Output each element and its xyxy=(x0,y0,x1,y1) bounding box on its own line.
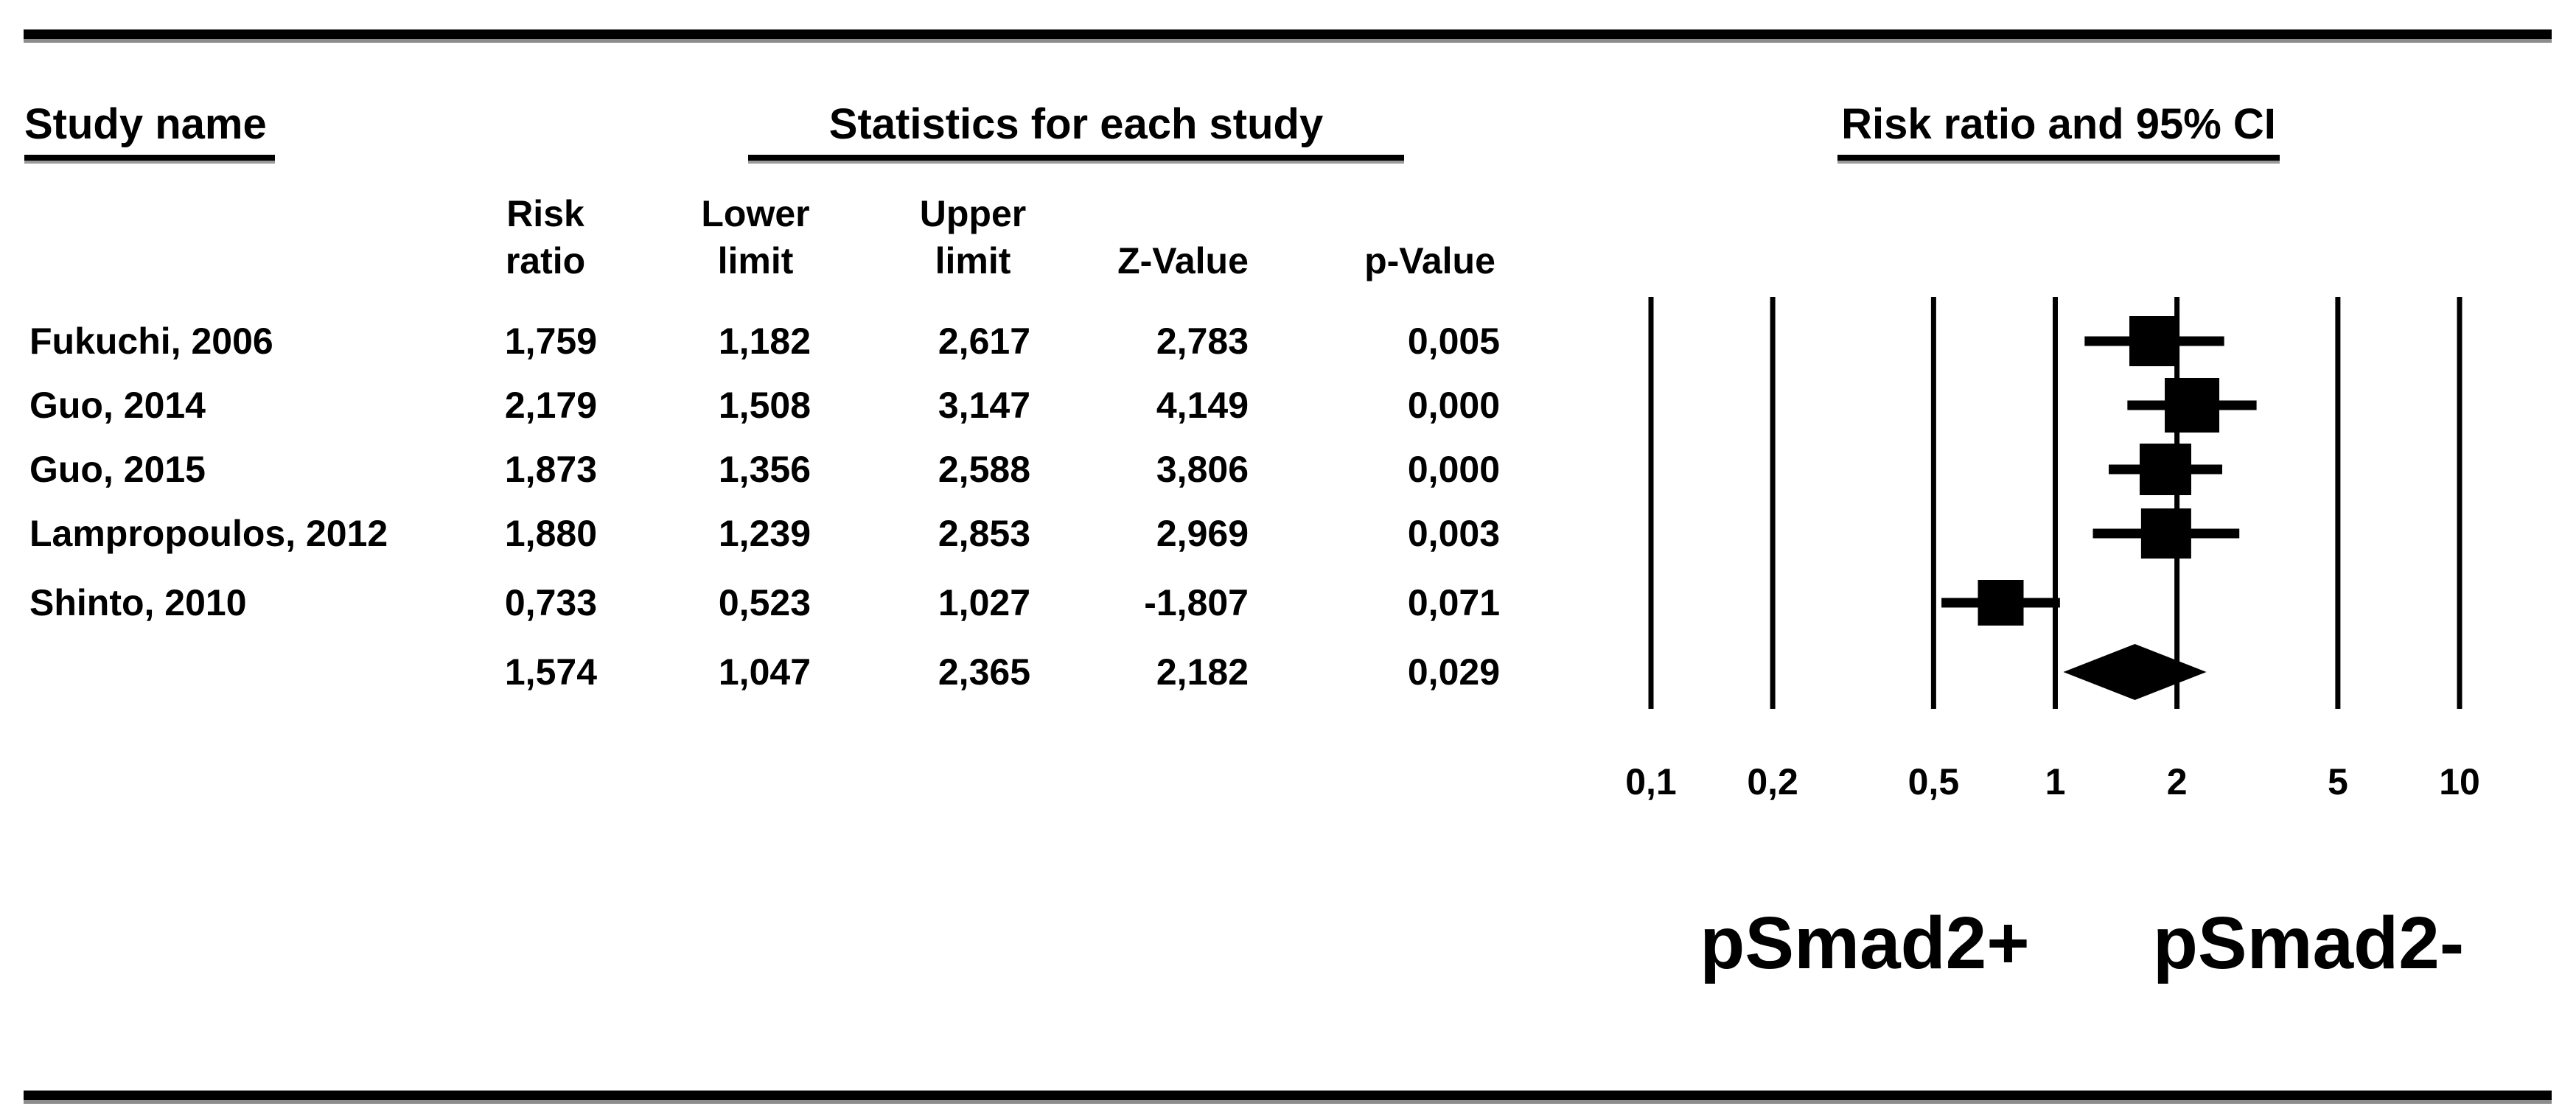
lower-limit-cell: 1,508 xyxy=(718,385,811,426)
lower-limit-cell: 1,182 xyxy=(718,321,811,362)
group-label-psmad2-positive: pSmad2+ xyxy=(1700,902,2030,984)
z-value-cell: 2,182 xyxy=(1156,651,1249,693)
effect-square xyxy=(2139,444,2191,495)
axis-tick-label: 5 xyxy=(2328,761,2348,802)
study-name-cell: Guo, 2014 xyxy=(29,385,206,426)
column-header-line: Lower xyxy=(701,193,810,234)
column-header-z-value: Z-Value xyxy=(1058,190,1308,284)
column-header-risk-ratio: Risk ratio xyxy=(420,190,671,284)
risk-ratio-cell: 2,179 xyxy=(504,385,597,426)
p-value-cell: 0,005 xyxy=(1407,321,1500,362)
column-header-line: limit xyxy=(717,240,794,281)
column-header-line: Upper xyxy=(919,193,1027,234)
upper-limit-cell: 2,853 xyxy=(938,513,1030,554)
z-value-cell: 2,969 xyxy=(1156,513,1249,554)
risk-ratio-cell: 1,759 xyxy=(504,321,597,362)
upper-limit-cell: 2,365 xyxy=(938,651,1030,693)
risk-ratio-cell: 1,873 xyxy=(504,449,597,490)
p-value-cell: 0,071 xyxy=(1407,582,1500,623)
lower-limit-cell: 1,239 xyxy=(718,513,811,554)
column-header-line: Risk xyxy=(506,193,584,234)
p-value-cell: 0,000 xyxy=(1407,385,1500,426)
lower-limit-cell: 1,356 xyxy=(718,449,811,490)
lower-limit-cell: 0,523 xyxy=(718,582,811,623)
column-header-line: limit xyxy=(935,240,1011,281)
study-name-header: Study name xyxy=(24,102,275,161)
axis-tick-label: 0,5 xyxy=(1908,761,1960,802)
column-header-p-value: p-Value xyxy=(1305,190,1555,284)
risk-ratio-cell: 1,574 xyxy=(504,651,597,693)
z-value-cell: 3,806 xyxy=(1156,449,1249,490)
bottom-rule xyxy=(24,1091,2552,1100)
effect-square xyxy=(2165,378,2220,433)
study-name-cell: Shinto, 2010 xyxy=(29,582,247,623)
effect-square xyxy=(1978,580,2024,626)
column-header-line: Z-Value xyxy=(1117,240,1249,281)
column-header-upper-limit: Upper limit xyxy=(848,190,1098,284)
study-name-cell: Fukuchi, 2006 xyxy=(29,321,273,362)
z-value-cell: 4,149 xyxy=(1156,385,1249,426)
lower-limit-cell: 1,047 xyxy=(718,651,811,693)
upper-limit-cell: 1,027 xyxy=(938,582,1030,623)
z-value-cell: 2,783 xyxy=(1156,321,1249,362)
upper-limit-cell: 3,147 xyxy=(938,385,1030,426)
z-value-cell: -1,807 xyxy=(1144,582,1249,623)
axis-tick-label: 2 xyxy=(2167,761,2188,802)
effect-square xyxy=(2140,508,2191,559)
upper-limit-cell: 2,588 xyxy=(938,449,1030,490)
upper-limit-cell: 2,617 xyxy=(938,321,1030,362)
study-name-cell: Guo, 2015 xyxy=(29,449,206,490)
summary-diamond xyxy=(2063,644,2207,700)
p-value-cell: 0,003 xyxy=(1407,513,1500,554)
risk-ratio-cell: 1,880 xyxy=(504,513,597,554)
group-label-psmad2-negative: pSmad2- xyxy=(2152,902,2465,984)
top-rule xyxy=(24,29,2552,39)
axis-tick-label: 10 xyxy=(2439,761,2480,802)
effect-square xyxy=(2129,316,2180,366)
column-header-line: p-Value xyxy=(1364,240,1495,281)
column-header-lower-limit: Lower limit xyxy=(630,190,881,284)
statistics-header: Statistics for each study xyxy=(748,102,1404,161)
axis-tick-label: 0,2 xyxy=(1747,761,1798,802)
axis-tick-label: 0,1 xyxy=(1625,761,1677,802)
risk-ratio-cell: 0,733 xyxy=(504,582,597,623)
study-name-cell: Lampropoulos, 2012 xyxy=(29,513,388,554)
axis-tick-label: 1 xyxy=(2045,761,2066,802)
p-value-cell: 0,000 xyxy=(1407,449,1500,490)
column-header-line: ratio xyxy=(505,240,586,281)
p-value-cell: 0,029 xyxy=(1407,651,1500,693)
risk-ratio-ci-header: Risk ratio and 95% CI xyxy=(1837,102,2280,161)
